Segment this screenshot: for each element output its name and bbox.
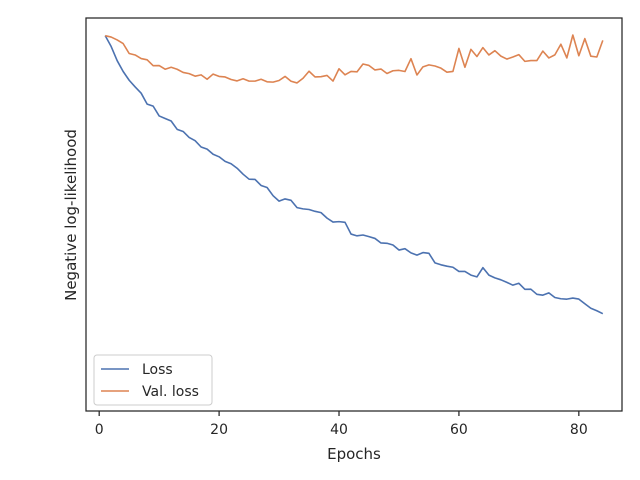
x-tick-label-60: 60 xyxy=(450,422,468,438)
legend-box xyxy=(93,354,213,406)
legend-label-loss: Loss xyxy=(142,362,173,378)
x-tick-label-20: 20 xyxy=(210,422,228,438)
legend-label-val-loss: Val. loss xyxy=(142,384,199,400)
x-axis-label: Epochs xyxy=(327,445,381,463)
legend: Loss Val. loss xyxy=(93,354,213,406)
x-tick-label-80: 80 xyxy=(570,422,588,438)
x-tick-label-40: 40 xyxy=(330,422,348,438)
series-line-loss xyxy=(104,35,604,315)
series-line-val-loss xyxy=(105,34,604,84)
axes-frame xyxy=(85,17,623,412)
x-tick-label-0: 0 xyxy=(95,422,104,438)
series-lines xyxy=(104,34,604,315)
plot-area xyxy=(86,18,622,411)
x-axis-ticks: 0 20 40 60 80 xyxy=(95,411,588,438)
y-axis-label: Negative log-likelihood xyxy=(62,129,80,301)
